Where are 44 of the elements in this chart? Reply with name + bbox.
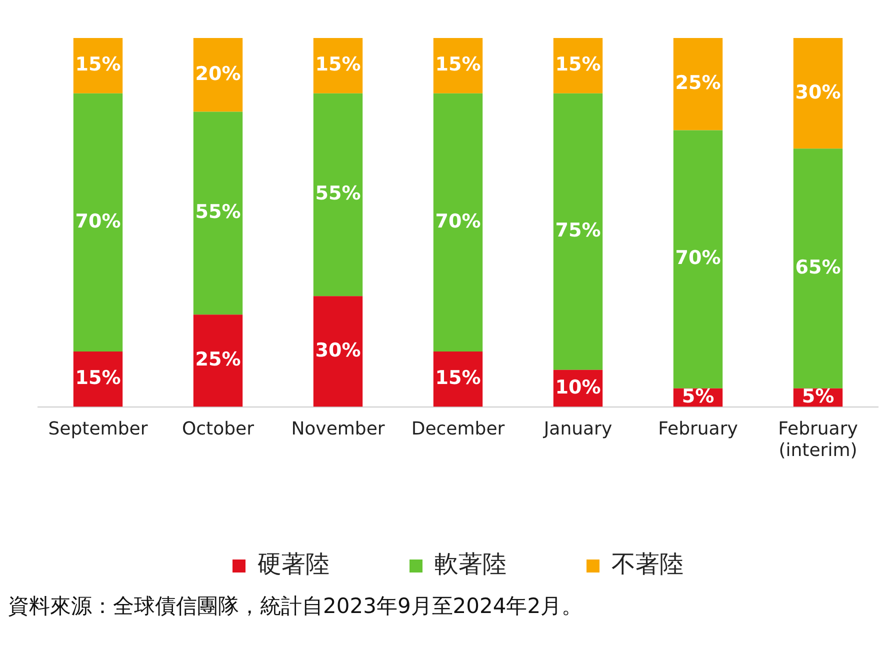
- data-label: 15%: [435, 54, 481, 76]
- x-tick-label: January: [542, 418, 612, 440]
- data-label: 30%: [315, 339, 361, 362]
- data-label: 30%: [795, 81, 841, 104]
- data-label: 10%: [555, 376, 601, 398]
- bar: [313, 93, 363, 296]
- x-tick-label: September: [48, 418, 148, 440]
- data-label: 15%: [75, 54, 121, 76]
- data-label: 55%: [315, 182, 361, 205]
- bar: [193, 314, 243, 407]
- bar: [193, 38, 243, 112]
- bar: [793, 38, 843, 149]
- x-tick-label: February (interim): [778, 418, 858, 461]
- bar: [553, 93, 603, 370]
- data-label: 25%: [195, 348, 241, 371]
- x-tick-label: October: [182, 418, 255, 440]
- legend-label: 不著陸: [612, 550, 684, 578]
- data-label: 15%: [315, 54, 361, 76]
- data-label: 15%: [555, 54, 601, 76]
- x-tick-label: February: [658, 418, 738, 440]
- bar: [193, 112, 243, 315]
- data-label: 25%: [675, 72, 721, 94]
- x-tick-label: December: [411, 418, 506, 440]
- legend-label: 軟著陸: [434, 550, 506, 578]
- bar: [73, 93, 123, 352]
- data-label: 75%: [555, 220, 601, 242]
- data-label: 5%: [682, 386, 714, 408]
- x-tick-label: November: [291, 418, 386, 440]
- data-label: 20%: [195, 62, 241, 85]
- bar: [793, 148, 843, 388]
- data-label: 55%: [195, 201, 241, 224]
- bar: [433, 93, 483, 352]
- bar: [313, 296, 363, 407]
- data-label: 5%: [802, 386, 834, 408]
- data-label: 65%: [795, 256, 841, 278]
- legend-label: 硬著陸: [258, 550, 330, 578]
- bar: [673, 38, 723, 130]
- data-label: 70%: [435, 210, 481, 232]
- data-label: 15%: [435, 367, 481, 390]
- data-label: 70%: [75, 210, 121, 232]
- data-label: 15%: [75, 367, 121, 390]
- bar: [673, 130, 723, 388]
- source-note: 資料來源：全球債信團隊，統計自2023年9月至2024年2月。: [8, 593, 584, 620]
- data-label: 70%: [675, 247, 721, 270]
